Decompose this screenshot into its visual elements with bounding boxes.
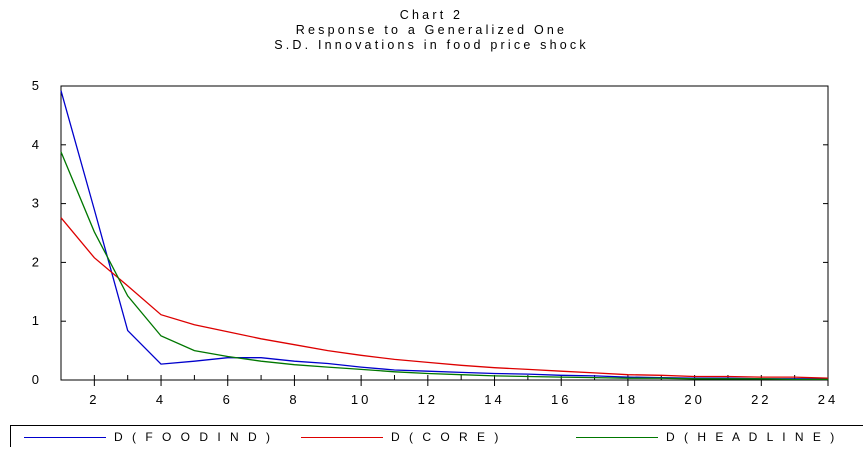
series-line	[60, 217, 829, 379]
x-tick-label: 12	[418, 392, 438, 407]
legend-line-swatch	[24, 437, 106, 438]
y-tick-label: 4	[32, 137, 39, 152]
chart-title-line-3: S.D. Innovations in food price shock	[274, 38, 589, 52]
y-tick-label: 0	[32, 372, 39, 387]
legend-line-swatch	[576, 437, 658, 438]
legend-label: D ( F O O D I N D )	[114, 430, 273, 444]
x-tick-label: 6	[223, 392, 233, 407]
chart-series	[60, 90, 829, 381]
legend-line-swatch	[301, 437, 383, 438]
x-tick-label: 4	[156, 392, 166, 407]
chart-title-line-1: Chart 2	[399, 8, 464, 22]
chart-title-line-2: Response to a Generalized One	[295, 23, 568, 37]
legend-label: D ( C O R E )	[391, 430, 502, 444]
y-tick-label: 1	[32, 313, 39, 328]
legend-label: D ( H E A D L I N E )	[666, 430, 838, 444]
x-tick-label: 2	[89, 392, 99, 407]
plot-frame	[60, 85, 829, 381]
x-tick-label: 22	[751, 392, 771, 407]
y-tick-label: 3	[32, 196, 39, 211]
chart-title: Chart 2 Response to a Generalized One S.…	[0, 8, 863, 53]
chart-legend: D ( F O O D I N D ) D ( C O R E ) D ( H E …	[10, 425, 863, 447]
x-tick-label: 8	[289, 392, 299, 407]
x-tick-label: 10	[351, 392, 371, 407]
series-line	[60, 151, 828, 381]
x-tick-label: 16	[551, 392, 571, 407]
x-tick-label: 18	[618, 392, 638, 407]
series-line	[60, 90, 828, 380]
x-tick-label: 14	[484, 392, 504, 407]
y-tick-label: 2	[32, 254, 39, 269]
x-tick-label: 20	[684, 392, 704, 407]
x-tick-label: 24	[818, 392, 838, 407]
y-tick-label: 5	[32, 78, 39, 93]
